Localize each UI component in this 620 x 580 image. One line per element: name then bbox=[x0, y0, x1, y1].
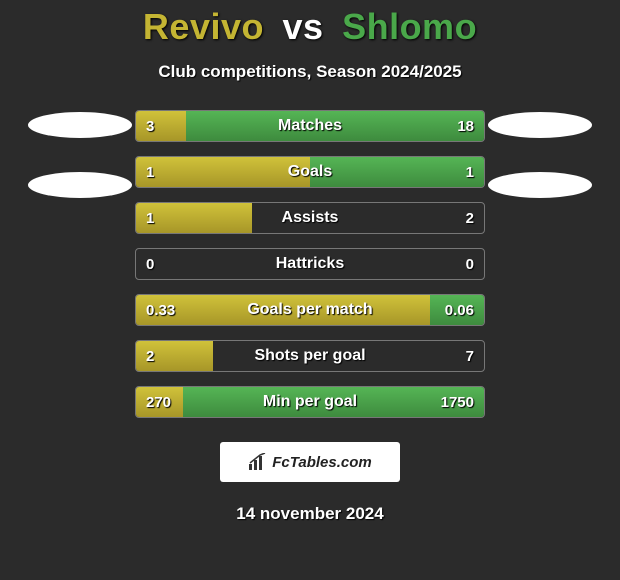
vs-text: vs bbox=[283, 6, 324, 47]
stat-bar-left-fill bbox=[136, 157, 310, 187]
player1-name: Revivo bbox=[143, 6, 264, 47]
stat-bar-left-fill bbox=[136, 295, 430, 325]
title: Revivo vs Shlomo bbox=[143, 6, 477, 48]
stat-bar-left-fill bbox=[136, 203, 252, 233]
player-ellipse bbox=[28, 172, 132, 198]
stat-bar-left-fill bbox=[136, 111, 186, 141]
player-ellipse bbox=[488, 112, 592, 138]
stat-label: Hattricks bbox=[136, 249, 484, 279]
stat-bar-left-fill bbox=[136, 341, 213, 371]
stat-row: 0.330.06Goals per match bbox=[135, 294, 485, 326]
player-ellipse bbox=[488, 172, 592, 198]
bar-chart-icon bbox=[248, 453, 268, 471]
stat-bar-right-fill bbox=[310, 157, 484, 187]
stat-row: 318Matches bbox=[135, 110, 485, 142]
stat-value-right: 0 bbox=[466, 249, 474, 279]
comparison-infographic: Revivo vs Shlomo Club competitions, Seas… bbox=[0, 0, 620, 580]
stat-bar-left-fill bbox=[136, 387, 183, 417]
stat-bar-right-fill bbox=[183, 387, 484, 417]
stat-bar-right-fill bbox=[186, 111, 484, 141]
stat-value-right: 7 bbox=[466, 341, 474, 371]
stat-bar-right-fill bbox=[430, 295, 484, 325]
logo-text: FcTables.com bbox=[272, 454, 371, 471]
right-player-graphic bbox=[485, 110, 595, 198]
player-ellipse bbox=[28, 112, 132, 138]
stat-bars: 318Matches 11Goals 12Assists 0 0Hattricks 0.3… bbox=[135, 110, 485, 418]
stat-row: 27Shots per goal bbox=[135, 340, 485, 372]
date-text: 14 november 2024 bbox=[236, 504, 383, 524]
player2-name: Shlomo bbox=[342, 6, 477, 47]
chart-area: 318Matches 11Goals 12Assists 0 0Hattricks 0.3… bbox=[0, 110, 620, 418]
stat-row: 11Goals bbox=[135, 156, 485, 188]
stat-row: 0 0Hattricks bbox=[135, 248, 485, 280]
stat-value-left: 0 bbox=[146, 249, 154, 279]
stat-value-right: 2 bbox=[466, 203, 474, 233]
stat-row: 2701750Min per goal bbox=[135, 386, 485, 418]
fctables-logo: FcTables.com bbox=[220, 442, 400, 482]
stat-row: 12Assists bbox=[135, 202, 485, 234]
left-player-graphic bbox=[25, 110, 135, 198]
subtitle: Club competitions, Season 2024/2025 bbox=[158, 62, 461, 82]
